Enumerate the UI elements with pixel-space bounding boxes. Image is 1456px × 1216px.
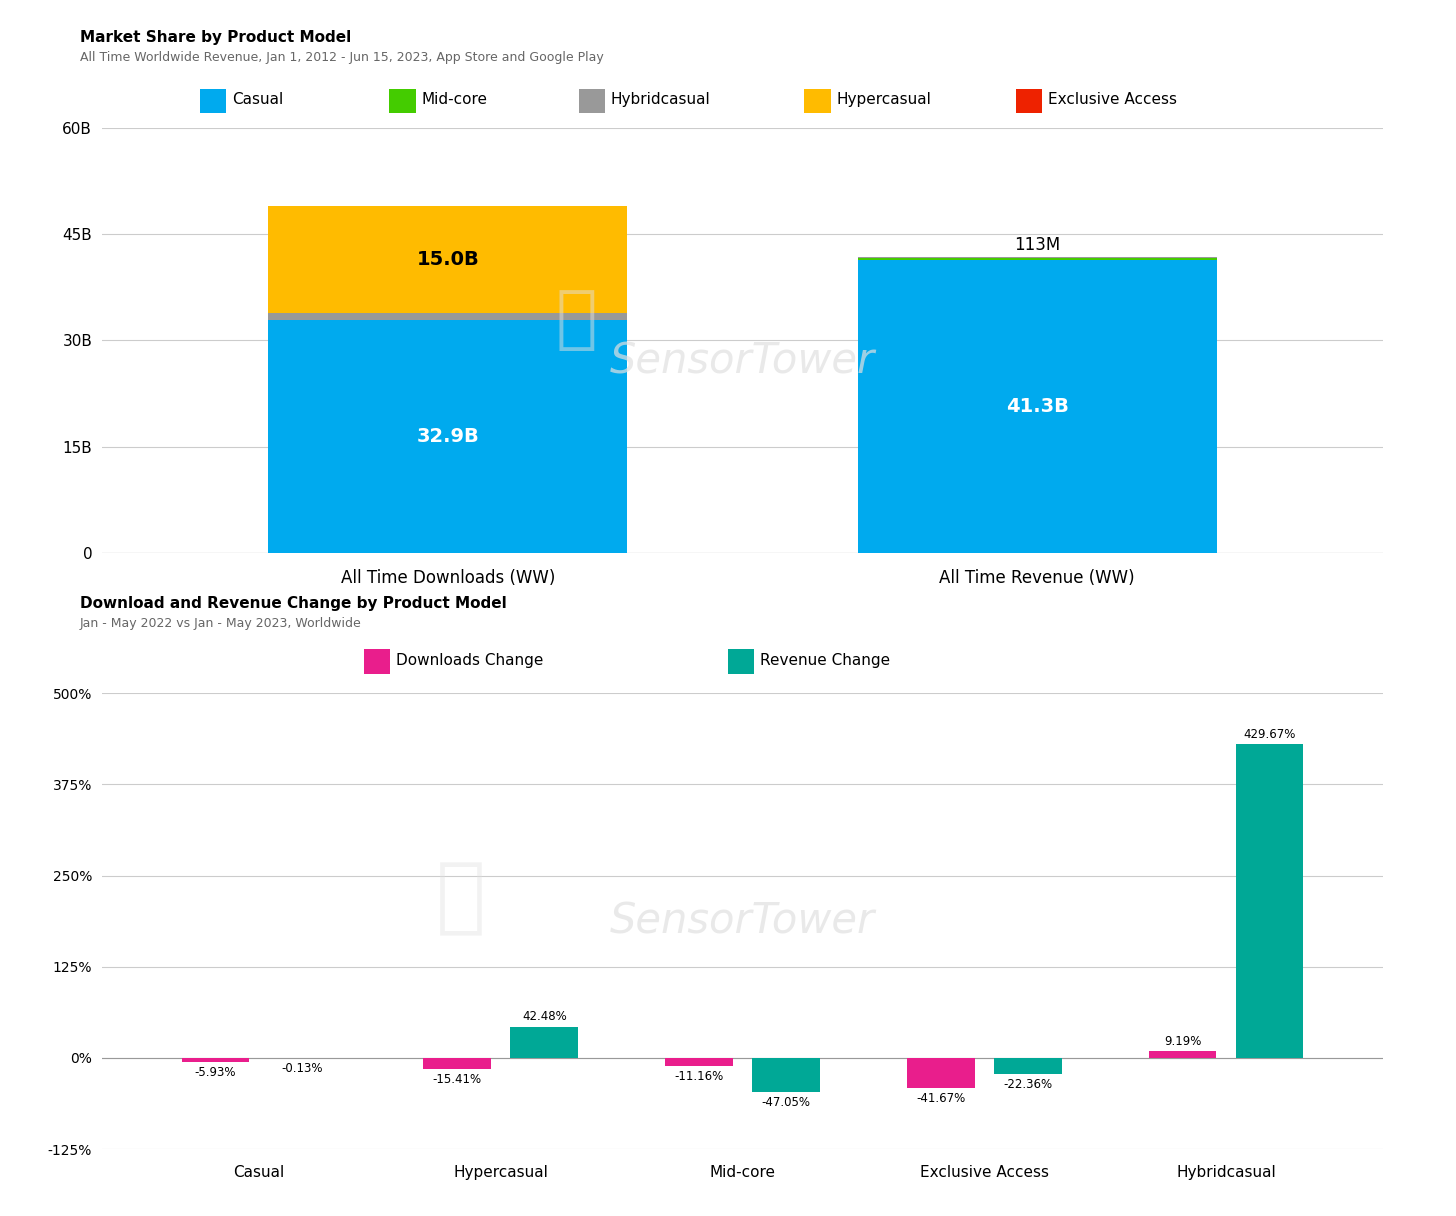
Bar <box>268 313 628 320</box>
Bar <box>753 1058 820 1092</box>
Bar <box>268 320 628 553</box>
Text: -47.05%: -47.05% <box>761 1096 811 1109</box>
Bar <box>858 258 1217 260</box>
Text: -41.67%: -41.67% <box>916 1092 965 1105</box>
Bar <box>994 1058 1061 1074</box>
Bar <box>424 1058 491 1069</box>
Text: Downloads Change: Downloads Change <box>396 653 543 668</box>
Text: Hybridcasual: Hybridcasual <box>612 92 711 107</box>
Text: ⓘ: ⓘ <box>435 857 486 939</box>
Text: 9.19%: 9.19% <box>1163 1035 1201 1047</box>
Text: Exclusive Access: Exclusive Access <box>1048 92 1176 107</box>
Text: 41.3B: 41.3B <box>1006 398 1069 416</box>
Text: Market Share by Product Model: Market Share by Product Model <box>80 30 351 45</box>
Text: -22.36%: -22.36% <box>1003 1077 1053 1091</box>
Text: -5.93%: -5.93% <box>195 1066 236 1079</box>
Text: 113M: 113M <box>1015 236 1060 254</box>
Text: ⓘ: ⓘ <box>555 286 597 353</box>
Text: All Time Worldwide Revenue, Jan 1, 2012 - Jun 15, 2023, App Store and Google Pla: All Time Worldwide Revenue, Jan 1, 2012 … <box>80 51 604 64</box>
Bar <box>858 260 1217 553</box>
Bar <box>665 1058 732 1066</box>
Bar <box>1236 744 1303 1058</box>
Bar <box>182 1058 249 1063</box>
Bar <box>511 1028 578 1058</box>
Text: Mid-core: Mid-core <box>422 92 488 107</box>
Text: 15.0B: 15.0B <box>416 250 479 269</box>
Bar <box>1149 1051 1216 1058</box>
Text: Revenue Change: Revenue Change <box>760 653 890 668</box>
Text: Hypercasual: Hypercasual <box>836 92 932 107</box>
Text: Casual: Casual <box>233 92 284 107</box>
Text: Download and Revenue Change by Product Model: Download and Revenue Change by Product M… <box>80 596 507 610</box>
Bar <box>907 1058 974 1088</box>
Text: 429.67%: 429.67% <box>1243 728 1296 741</box>
Text: -11.16%: -11.16% <box>674 1070 724 1082</box>
Text: Jan - May 2022 vs Jan - May 2023, Worldwide: Jan - May 2022 vs Jan - May 2023, Worldw… <box>80 617 363 630</box>
Text: 42.48%: 42.48% <box>521 1010 566 1024</box>
Text: SensorTower: SensorTower <box>610 340 875 383</box>
Bar <box>268 207 628 313</box>
Text: -15.41%: -15.41% <box>432 1073 482 1086</box>
Text: -0.13%: -0.13% <box>282 1062 323 1075</box>
Text: 32.9B: 32.9B <box>416 427 479 446</box>
Text: SensorTower: SensorTower <box>610 900 875 942</box>
